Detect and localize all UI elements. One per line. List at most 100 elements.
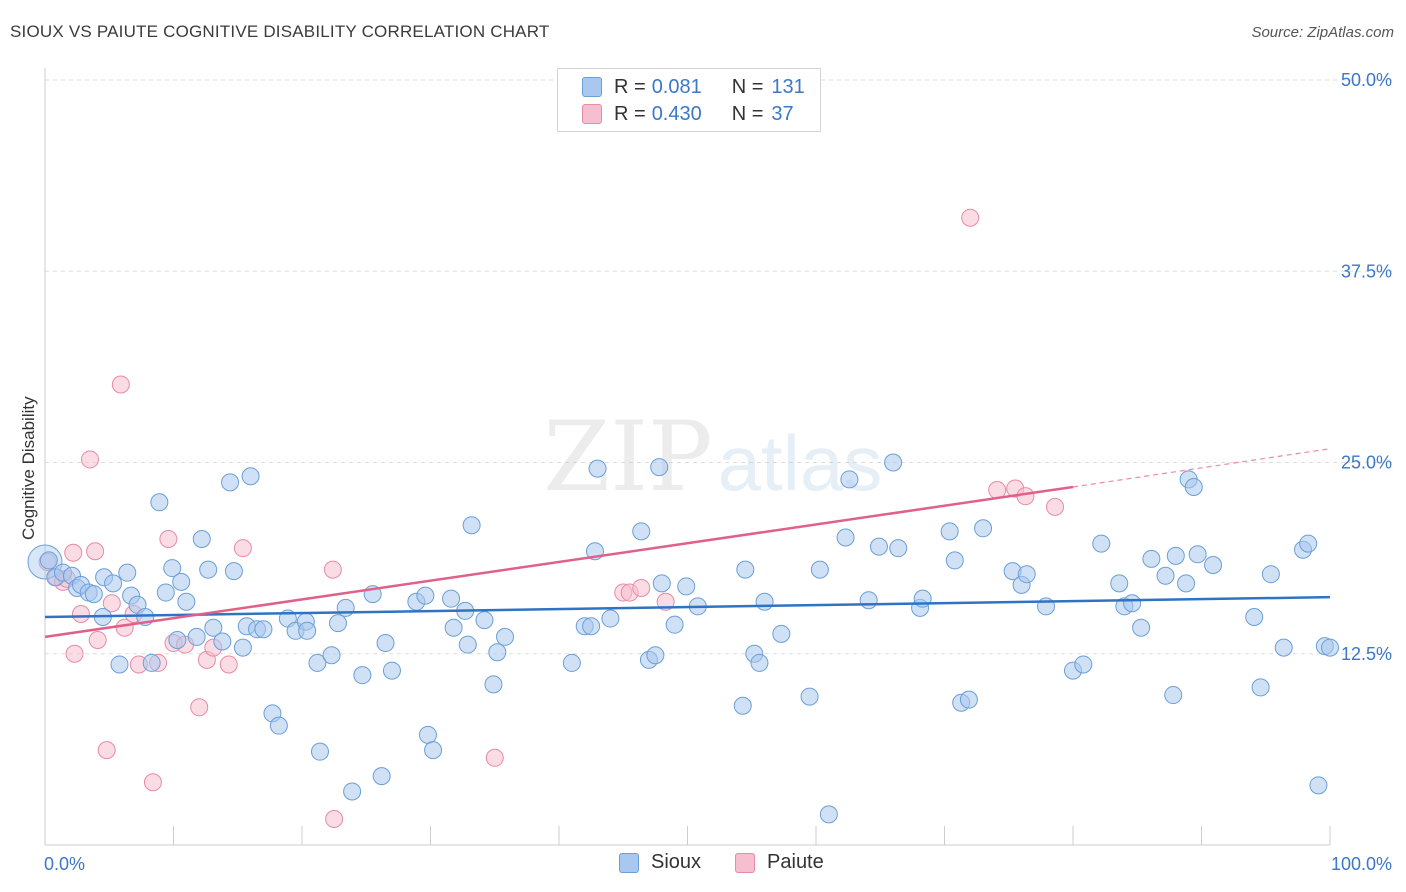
sioux-point <box>328 614 347 633</box>
series-legend: Sioux Paiute <box>619 851 858 874</box>
sioux-point <box>582 617 601 636</box>
sioux-point <box>424 741 443 760</box>
x-tick-label: 100.0% <box>1331 854 1392 874</box>
sioux-point <box>496 627 515 646</box>
n-label: N = <box>731 75 764 98</box>
sioux-point <box>233 638 252 657</box>
r-label: R = <box>614 102 646 125</box>
sioux-point <box>652 574 671 593</box>
sioux-point <box>254 620 273 639</box>
sioux-point <box>199 560 218 579</box>
sioux-point <box>172 572 191 591</box>
sioux-point <box>889 539 908 558</box>
watermark-zip: ZIP <box>543 401 712 513</box>
sioux-point <box>750 653 769 672</box>
sioux-point <box>416 586 435 605</box>
sioux-point <box>308 653 327 672</box>
sioux-point <box>1261 565 1280 584</box>
sioux-point <box>298 621 317 640</box>
paiute-point <box>219 655 238 674</box>
sioux-point <box>241 467 260 486</box>
sioux-point <box>884 453 903 472</box>
sioux-point <box>1132 618 1151 637</box>
sioux-point <box>800 687 819 706</box>
sioux-point <box>974 519 993 538</box>
sioux-point <box>310 742 329 761</box>
sioux-point <box>819 805 838 824</box>
sioux-point <box>444 618 463 637</box>
paiute-point <box>80 450 99 469</box>
watermark-atlas: atlas <box>718 419 883 507</box>
sioux-point <box>376 634 395 653</box>
n-value: 131 <box>771 75 805 98</box>
sioux-point <box>192 530 211 548</box>
sioux-point <box>221 473 240 492</box>
sioux-point <box>1204 556 1223 575</box>
paiute-point <box>143 773 162 792</box>
sioux-point <box>650 458 669 477</box>
sioux-point <box>150 493 169 512</box>
sioux-point <box>224 562 243 581</box>
sioux-swatch <box>582 77 602 97</box>
source-label: Source: ZipAtlas.com <box>1251 24 1394 41</box>
sioux-swatch <box>619 852 639 873</box>
sioux-point <box>110 655 129 674</box>
sioux-point <box>772 624 791 643</box>
sioux-point <box>372 767 391 786</box>
correlation-legend: R = 0.081 N = 131 R = 0.430 N = 37 <box>557 68 821 132</box>
sioux-point <box>1184 477 1203 496</box>
sioux-point <box>156 583 175 602</box>
paiute-point <box>1016 487 1035 506</box>
sioux-point <box>269 716 288 735</box>
legend-label-paiute: Paiute <box>767 851 824 873</box>
sioux-points <box>27 453 1339 824</box>
sioux-point <box>1321 638 1339 657</box>
paiute-trendline-extension <box>1072 448 1331 488</box>
tick-labels: 12.5% 25.0% 37.5% 50.0% 0.0% 100.0% <box>44 70 1392 874</box>
paiute-trendline <box>44 485 1074 639</box>
sioux-point <box>39 551 58 570</box>
sioux-point <box>442 589 461 608</box>
sioux-point <box>475 611 494 630</box>
paiute-point <box>325 809 344 828</box>
sioux-point <box>488 643 507 662</box>
paiute-point <box>190 698 209 717</box>
sioux-point <box>84 585 103 604</box>
sioux-point <box>382 661 401 680</box>
sioux-point <box>646 646 665 665</box>
sioux-point <box>940 522 959 541</box>
paiute-point <box>323 560 342 579</box>
x-tick-label: 0.0% <box>44 854 85 874</box>
y-tick-label: 50.0% <box>1341 70 1392 90</box>
sioux-point <box>601 609 620 628</box>
sioux-point <box>142 653 161 672</box>
paiute-point <box>656 592 675 611</box>
sioux-point <box>736 560 755 579</box>
paiute-point <box>961 208 980 227</box>
sioux-point <box>1274 638 1293 657</box>
gridlines <box>45 79 1392 655</box>
legend-item-sioux[interactable]: Sioux <box>619 851 701 874</box>
n-label: N = <box>731 102 764 125</box>
legend-row-sioux: R = 0.081 N = 131 <box>582 75 805 99</box>
legend-item-paiute[interactable]: Paiute <box>735 851 824 874</box>
legend-label-sioux: Sioux <box>651 851 702 873</box>
sioux-point <box>588 459 607 478</box>
sioux-point <box>840 470 859 489</box>
sioux-point <box>1164 686 1183 705</box>
watermark: ZIP atlas <box>543 401 882 513</box>
y-axis-label: Cognitive Disability <box>19 396 38 540</box>
paiute-point <box>86 542 105 561</box>
sioux-point <box>562 653 581 672</box>
sioux-point <box>1156 566 1175 585</box>
sioux-point <box>353 666 372 685</box>
sioux-point <box>1188 545 1207 564</box>
paiute-point <box>485 748 504 767</box>
paiute-point <box>88 630 107 649</box>
paiute-point <box>64 543 83 562</box>
sioux-point <box>1251 678 1270 697</box>
sioux-point <box>1110 574 1129 593</box>
sioux-point <box>1142 549 1161 568</box>
sioux-point <box>118 563 137 582</box>
